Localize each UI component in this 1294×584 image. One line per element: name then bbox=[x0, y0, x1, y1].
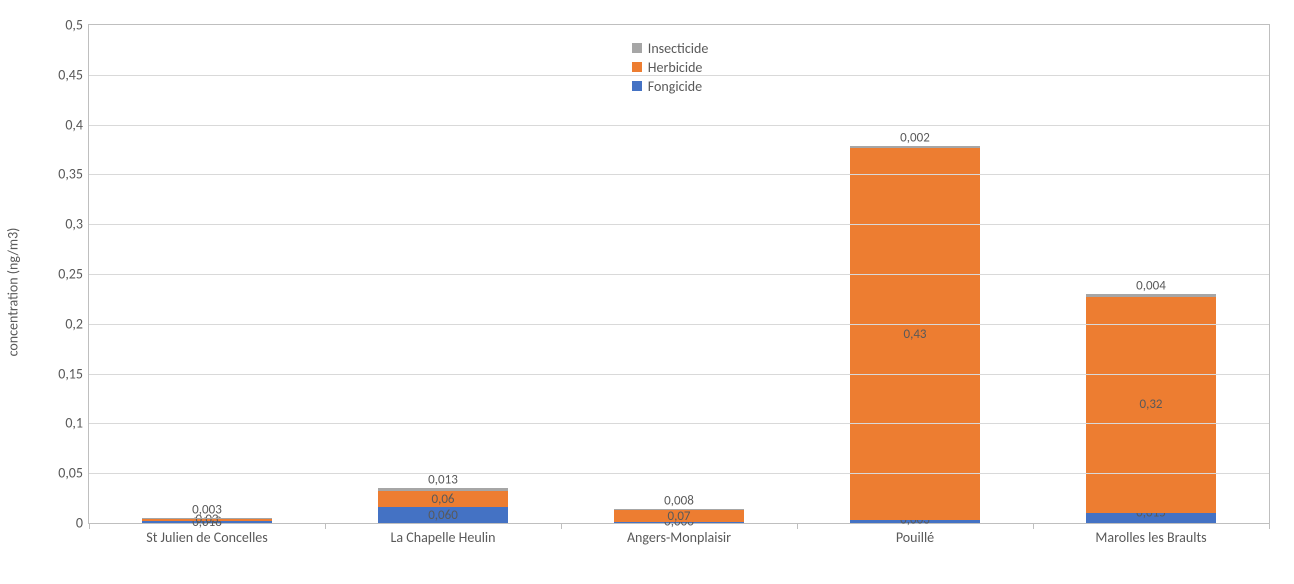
gridline bbox=[89, 224, 1269, 225]
bar-segment-fongicide: 0,015 bbox=[1086, 513, 1216, 523]
gridline bbox=[89, 374, 1269, 375]
bar: 0,0180,030,003 bbox=[142, 472, 272, 523]
bar-segment-fongicide: 0,003 bbox=[850, 520, 980, 523]
data-label: 0,06 bbox=[431, 493, 454, 506]
bar: 0,060 0,06 0,013 bbox=[378, 391, 508, 523]
bar-segment-insecticide: 0,002 bbox=[850, 146, 980, 148]
bar-segment-herbicide: 0,43 bbox=[850, 148, 980, 521]
legend-label: Fongicide bbox=[648, 78, 702, 95]
x-tick-label: St Julien de Concelles bbox=[146, 529, 267, 546]
gridline bbox=[89, 423, 1269, 424]
y-tick-label: 0 bbox=[76, 515, 89, 532]
bar: 0,0060,070,008 bbox=[614, 439, 744, 523]
x-tick-mark bbox=[797, 523, 798, 529]
bar-segment-fongicide: 0,006 bbox=[614, 522, 744, 523]
y-tick-label: 0,25 bbox=[58, 266, 89, 283]
x-tick-mark bbox=[89, 523, 90, 529]
data-label: 0,008 bbox=[664, 495, 694, 508]
x-tick-label: Marolles les Braults bbox=[1095, 529, 1206, 546]
x-tick-mark bbox=[325, 523, 326, 529]
y-tick-label: 0,3 bbox=[65, 216, 89, 233]
gridline bbox=[89, 75, 1269, 76]
y-tick-label: 0,15 bbox=[58, 365, 89, 382]
legend-item: Insecticide bbox=[632, 40, 709, 57]
bar-segment-herbicide: 0,03 bbox=[142, 518, 272, 521]
y-axis-title: concentration (ng/m3) bbox=[4, 228, 21, 357]
gridline bbox=[89, 274, 1269, 275]
data-label: 0,002 bbox=[900, 132, 930, 145]
y-tick-label: 0,05 bbox=[58, 465, 89, 482]
plot-area: 0,0180,030,003St Julien de Concelles0,06… bbox=[88, 24, 1270, 524]
legend-label: Insecticide bbox=[648, 40, 709, 57]
data-label: 0,07 bbox=[667, 510, 690, 523]
x-tick-mark bbox=[1033, 523, 1034, 529]
x-tick-label: Angers-Monplaisir bbox=[627, 529, 731, 546]
data-label: 0,004 bbox=[1136, 280, 1166, 293]
bar-segment-herbicide: 0,07 bbox=[614, 510, 744, 522]
bar-segment-fongicide: 0,018 bbox=[142, 521, 272, 523]
bar: 0,003 0,43 0,002 bbox=[850, 90, 980, 523]
gridline bbox=[89, 324, 1269, 325]
y-tick-label: 0,1 bbox=[65, 415, 89, 432]
data-label: 0,013 bbox=[428, 473, 458, 486]
bar-segment-insecticide: 0,013 bbox=[378, 488, 508, 491]
gridline bbox=[89, 174, 1269, 175]
bar-segment-herbicide: 0,06 bbox=[378, 491, 508, 507]
gridline bbox=[89, 473, 1269, 474]
y-tick-label: 0,2 bbox=[65, 315, 89, 332]
legend: Insecticide Herbicide Fongicide bbox=[632, 40, 709, 97]
bar-segment-fongicide: 0,060 bbox=[378, 507, 508, 523]
legend-swatch bbox=[632, 81, 642, 91]
legend-swatch bbox=[632, 62, 642, 72]
x-tick-label: La Chapelle Heulin bbox=[391, 529, 496, 546]
data-label: 0,060 bbox=[428, 509, 458, 522]
data-label: 0,43 bbox=[903, 328, 926, 341]
y-tick-label: 0,5 bbox=[65, 17, 89, 34]
x-tick-mark bbox=[1269, 523, 1270, 529]
gridline bbox=[89, 125, 1269, 126]
legend-label: Herbicide bbox=[648, 59, 703, 76]
data-label: 0,03 bbox=[195, 513, 218, 526]
bar-segment-insecticide: 0,004 bbox=[1086, 294, 1216, 297]
x-tick-label: Pouillé bbox=[896, 529, 934, 546]
y-tick-label: 0,4 bbox=[65, 116, 89, 133]
y-tick-label: 0,35 bbox=[58, 166, 89, 183]
chart-container: concentration (ng/m3) 0,0180,030,003St J… bbox=[0, 0, 1294, 584]
legend-swatch bbox=[632, 43, 642, 53]
y-tick-label: 0,45 bbox=[58, 66, 89, 83]
bar-segment-herbicide: 0,32 bbox=[1086, 297, 1216, 513]
data-label: 0,003 bbox=[192, 504, 222, 517]
legend-item: Herbicide bbox=[632, 59, 709, 76]
x-tick-mark bbox=[561, 523, 562, 529]
data-label: 0,32 bbox=[1139, 398, 1162, 411]
legend-item: Fongicide bbox=[632, 78, 709, 95]
bar-segment-insecticide: 0,008 bbox=[614, 509, 744, 510]
